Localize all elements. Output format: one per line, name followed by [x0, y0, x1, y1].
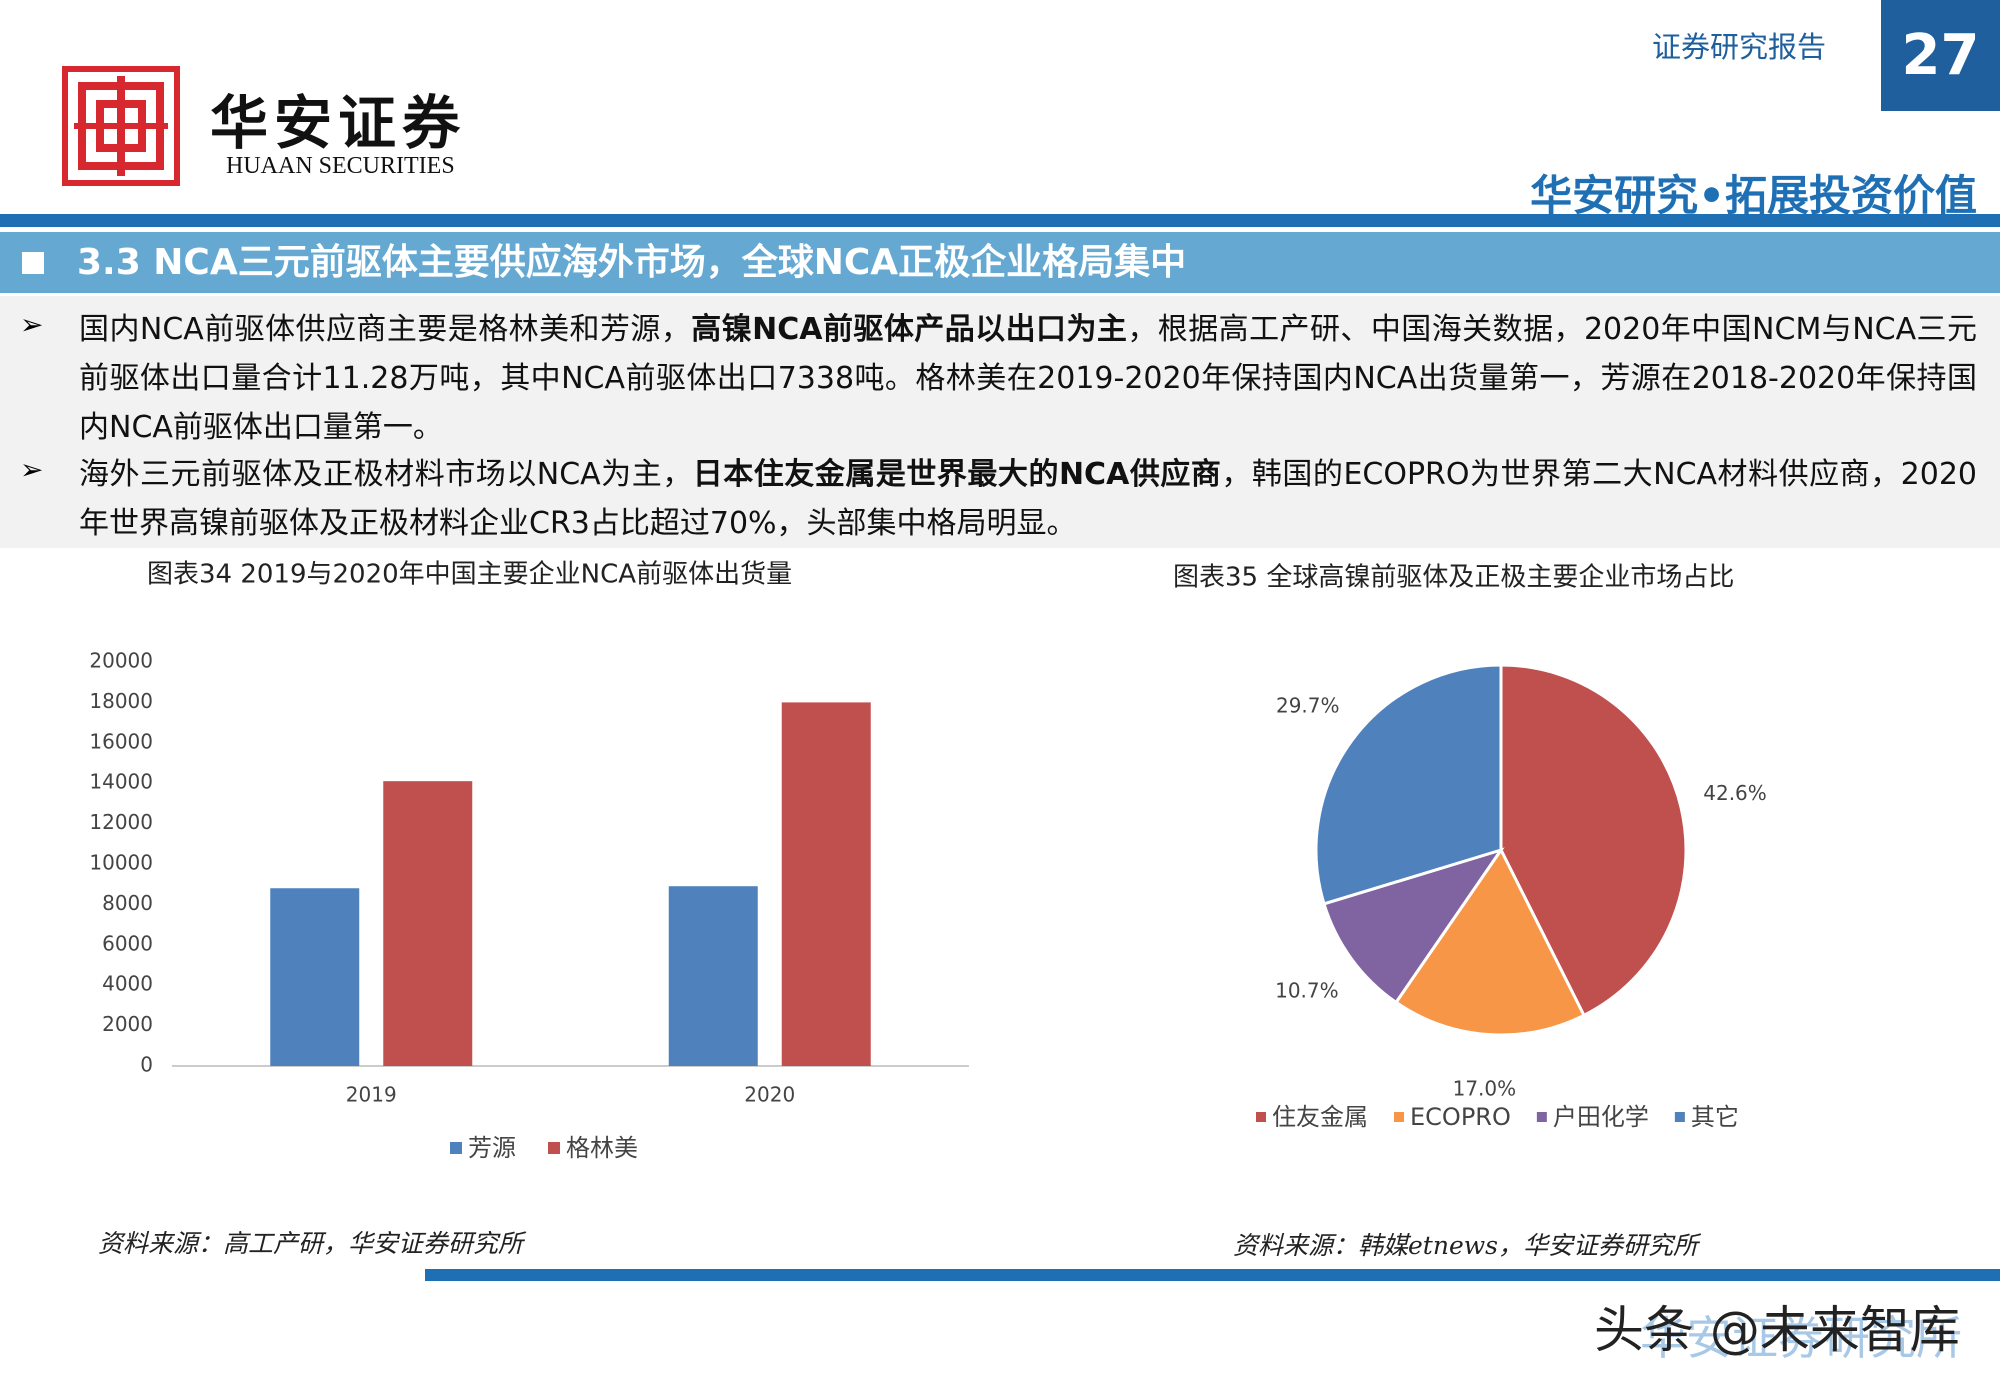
report-type: 证券研究报告	[1652, 30, 1827, 64]
watermark: 头条 @未来智库	[1594, 1301, 1960, 1359]
legend-swatch	[1674, 1112, 1685, 1122]
y-tick-label: 18000	[89, 689, 153, 713]
bullet-text: 海外三元前驱体及正极材料市场以NCA为主，	[79, 457, 693, 492]
bar	[668, 886, 758, 1066]
y-tick-label: 16000	[89, 729, 153, 753]
chart-title: 图表35 全球高镍前驱体及正极主要企业市场占比	[1173, 563, 1734, 593]
bar	[781, 702, 871, 1066]
rule	[0, 214, 2000, 227]
bullet: 国内NCA前驱体供应商主要是格林美和芳源，高镍NCA前驱体产品以出口为主，根据高…	[0, 305, 2000, 452]
bullet-bold: 日本住友金属是世界最大的NCA供应商	[692, 457, 1222, 492]
legend-label: 芳源	[468, 1134, 516, 1162]
y-tick-label: 2000	[102, 1012, 153, 1036]
data-label: 17.0%	[1453, 1076, 1517, 1100]
legend-label: 其它	[1691, 1103, 1739, 1131]
data-label: 29.7%	[1276, 693, 1340, 717]
legend-swatch	[1394, 1112, 1404, 1122]
legend-swatch	[1256, 1112, 1266, 1122]
legend-swatch	[450, 1142, 462, 1154]
y-tick-label: 0	[140, 1053, 153, 1077]
pie-slice	[1314, 663, 1503, 906]
x-tick-label: 2020	[744, 1083, 795, 1107]
data-label: 10.7%	[1275, 978, 1339, 1002]
company-cn: 华安证券	[210, 89, 467, 157]
bullet-bold: 高镍NCA前驱体产品以出口为主	[691, 312, 1128, 347]
company-en: HUAAN SECURITIES	[226, 153, 455, 179]
chart-title: 图表34 2019与2020年中国主要企业NCA前驱体出货量	[147, 560, 792, 590]
legend-swatch	[548, 1142, 560, 1154]
bullet-text: 国内NCA前驱体供应商主要是格林美和芳源，	[79, 312, 692, 347]
source: 资料来源：高工产研，华安证券研究所	[98, 1229, 524, 1258]
legend-label: 格林美	[566, 1134, 638, 1162]
pie-slice	[1322, 847, 1505, 1005]
bullet-arrow: ➢	[20, 453, 44, 486]
y-tick-label: 4000	[102, 972, 153, 996]
bar	[383, 781, 473, 1066]
y-tick-label: 8000	[102, 891, 153, 915]
bottom-rule	[425, 1269, 2000, 1281]
data-label: 42.6%	[1703, 781, 1767, 805]
x-tick-label: 2019	[346, 1083, 397, 1107]
pie-slice	[1393, 847, 1586, 1037]
source: 资料来源：韩媒etnews，华安证券研究所	[1233, 1231, 1698, 1260]
bullet-panel	[0, 296, 2000, 548]
y-tick-label: 14000	[89, 770, 153, 794]
bullet-arrow: ➢	[20, 308, 44, 341]
legend-label: 住友金属	[1272, 1103, 1368, 1131]
y-tick-label: 6000	[102, 931, 153, 955]
section-title: 3.3 NCA三元前驱体主要供应海外市场，全球NCA正极企业格局集中	[77, 242, 1187, 283]
watermark-under: 华安证券研究所	[1640, 1311, 1962, 1365]
page-number: 27	[1881, 0, 2000, 111]
bullet: 海外三元前驱体及正极材料市场以NCA为主，日本住友金属是世界最大的NCA供应商，…	[0, 450, 2000, 548]
y-tick-label: 10000	[89, 851, 153, 875]
legend-label: ECOPRO	[1410, 1103, 1511, 1131]
legend-label: 户田化学	[1553, 1103, 1649, 1131]
section-marker	[22, 252, 44, 274]
y-tick-label: 12000	[89, 810, 153, 834]
bullet-text: ，根据高工产研、中国海关数据，2020年中国NCM与NCA三元前驱体出口量合计1…	[79, 312, 1977, 445]
section-bar	[0, 232, 2000, 293]
y-tick-label: 20000	[89, 649, 153, 673]
bullet-text: ，韩国的ECOPRO为世界第二大NCA材料供应商，2020年世界高镍前驱体及正极…	[79, 457, 1978, 541]
legend-swatch	[1536, 1112, 1547, 1122]
bar	[270, 888, 360, 1066]
logo	[62, 66, 180, 186]
pie-slice	[1499, 663, 1688, 1018]
slogan: 华安研究•拓展投资价值	[1530, 171, 1977, 220]
